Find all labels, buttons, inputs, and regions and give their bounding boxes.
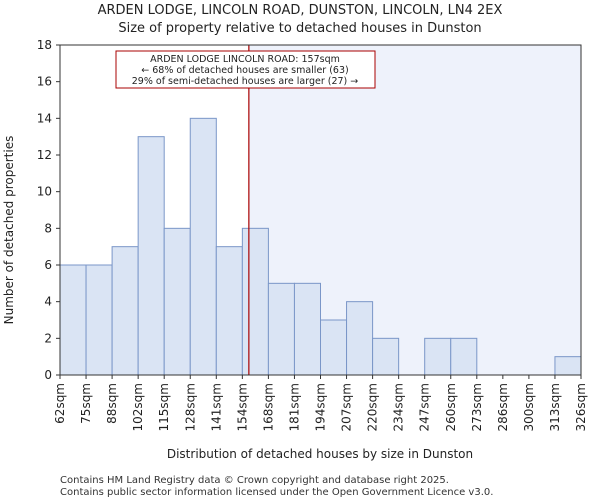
- y-axis-ticks: 0 2 4 6 8 10 12 14 16 18: [37, 38, 60, 382]
- y-tick-label: 6: [44, 258, 52, 272]
- bar-220sqm: [372, 337, 400, 376]
- bar-88sqm: [111, 246, 139, 376]
- bar-75sqm: [85, 264, 113, 376]
- chart-title-line1: ARDEN LODGE, LINCOLN ROAD, DUNSTON, LINC…: [98, 3, 503, 18]
- x-tick-label: 260sqm: [444, 383, 458, 431]
- annotation-line1: ARDEN LODGE LINCOLN ROAD: 157sqm: [150, 54, 340, 65]
- y-tick-label: 12: [37, 148, 52, 162]
- x-tick-label: 326sqm: [574, 383, 588, 431]
- bar-141sqm: [215, 246, 243, 376]
- y-tick-label: 4: [44, 295, 52, 309]
- bar-62sqm: [59, 264, 87, 376]
- x-axis-ticks: 62sqm 75sqm 88sqm 102sqm 115sqm 128sqm 141sqm 1…: [53, 375, 588, 431]
- bar-313sqm: [554, 356, 582, 376]
- x-tick-label: 115sqm: [157, 383, 171, 431]
- footer-line1: Contains HM Land Registry data © Crown c…: [60, 475, 449, 486]
- x-tick-label: 234sqm: [392, 383, 406, 431]
- x-tick-label: 313sqm: [548, 383, 562, 431]
- bar-194sqm: [320, 319, 348, 376]
- x-axis-label: Distribution of detached houses by size …: [167, 447, 473, 461]
- bar-181sqm: [293, 282, 322, 376]
- x-tick-label: 62sqm: [53, 383, 67, 424]
- y-tick-label: 8: [44, 221, 52, 235]
- annotation-frame: [115, 50, 376, 89]
- bar-128sqm: [189, 117, 217, 376]
- x-tick-label: 300sqm: [522, 383, 536, 431]
- x-tick-label: 207sqm: [340, 383, 354, 431]
- y-axis-label: Number of detached properties: [2, 136, 16, 325]
- x-tick-label: 88sqm: [105, 383, 119, 424]
- y-tick-label: 14: [37, 111, 52, 125]
- bar-115sqm: [163, 227, 191, 376]
- chart-title-line2: Size of property relative to detached ho…: [118, 21, 481, 36]
- bar-260sqm: [450, 337, 478, 376]
- x-tick-label: 286sqm: [496, 383, 510, 431]
- x-tick-label: 273sqm: [470, 383, 484, 431]
- y-tick-label: 10: [37, 185, 52, 199]
- bar-168sqm: [267, 282, 295, 376]
- plot-frame: [59, 44, 582, 376]
- bar-207sqm: [346, 301, 374, 376]
- annotation-box: ARDEN LODGE LINCOLN ROAD: 157sqm ← 68% o…: [115, 50, 376, 89]
- x-tick-label: 194sqm: [314, 383, 328, 431]
- x-tick-label: 128sqm: [183, 383, 197, 431]
- x-tick-label: 247sqm: [418, 383, 432, 431]
- bar-102sqm: [137, 136, 165, 376]
- annotation-line2: ← 68% of detached houses are smaller (63…: [141, 65, 348, 76]
- x-tick-label: 141sqm: [209, 383, 223, 431]
- bar-247sqm: [424, 337, 452, 376]
- x-tick-label: 181sqm: [287, 383, 301, 431]
- y-tick-label: 18: [37, 38, 52, 52]
- bars-group: [59, 117, 582, 376]
- x-tick-label: 102sqm: [131, 383, 145, 431]
- footer-line2: Contains public sector information licen…: [60, 487, 493, 498]
- y-tick-label: 2: [44, 331, 52, 345]
- bar-154sqm: [241, 227, 269, 376]
- annotation-line3: 29% of semi-detached houses are larger (…: [132, 76, 359, 87]
- x-tick-label: 220sqm: [366, 383, 380, 431]
- x-tick-label: 75sqm: [79, 383, 93, 424]
- y-tick-label: 16: [37, 75, 52, 89]
- y-tick-label: 0: [44, 368, 52, 382]
- x-tick-label: 168sqm: [261, 383, 275, 431]
- x-tick-label: 154sqm: [235, 383, 249, 431]
